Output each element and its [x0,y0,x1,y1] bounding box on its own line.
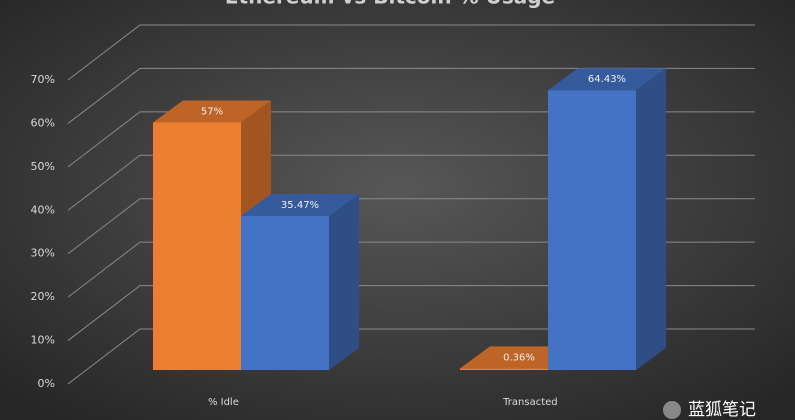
data-label: 57% [201,106,223,117]
bar-side [329,193,359,370]
bar [548,90,636,371]
y-tick-label: 0% [38,377,55,390]
y-tick-label: 40% [31,203,55,216]
bar-top [548,68,666,91]
chart-title: Ethereum vs Bitcoin % Usage [225,0,555,9]
bar-top [153,100,271,123]
bar [460,368,548,370]
bar [153,122,241,370]
grid-line [67,67,755,124]
x-tick-label: Transacted [502,397,557,408]
grid-line [67,24,755,81]
y-tick-label: 20% [31,290,55,303]
bar-side [636,68,666,371]
bar-top [241,193,359,216]
y-tick-label: 30% [31,247,55,260]
bar [241,215,329,370]
y-tick-label: 60% [31,116,55,129]
watermark-icon [663,401,681,419]
watermark-text: 蓝狐笔记 [688,400,756,420]
data-label: 35.47% [281,200,319,211]
watermark: 蓝狐笔记 [663,400,756,420]
data-label: 64.43% [588,74,626,85]
x-tick-label: % Idle [208,397,239,408]
y-tick-label: 10% [31,334,55,347]
data-label: 0.36% [503,352,535,363]
y-tick-label: 50% [31,160,55,173]
y-tick-label: 70% [31,73,55,86]
